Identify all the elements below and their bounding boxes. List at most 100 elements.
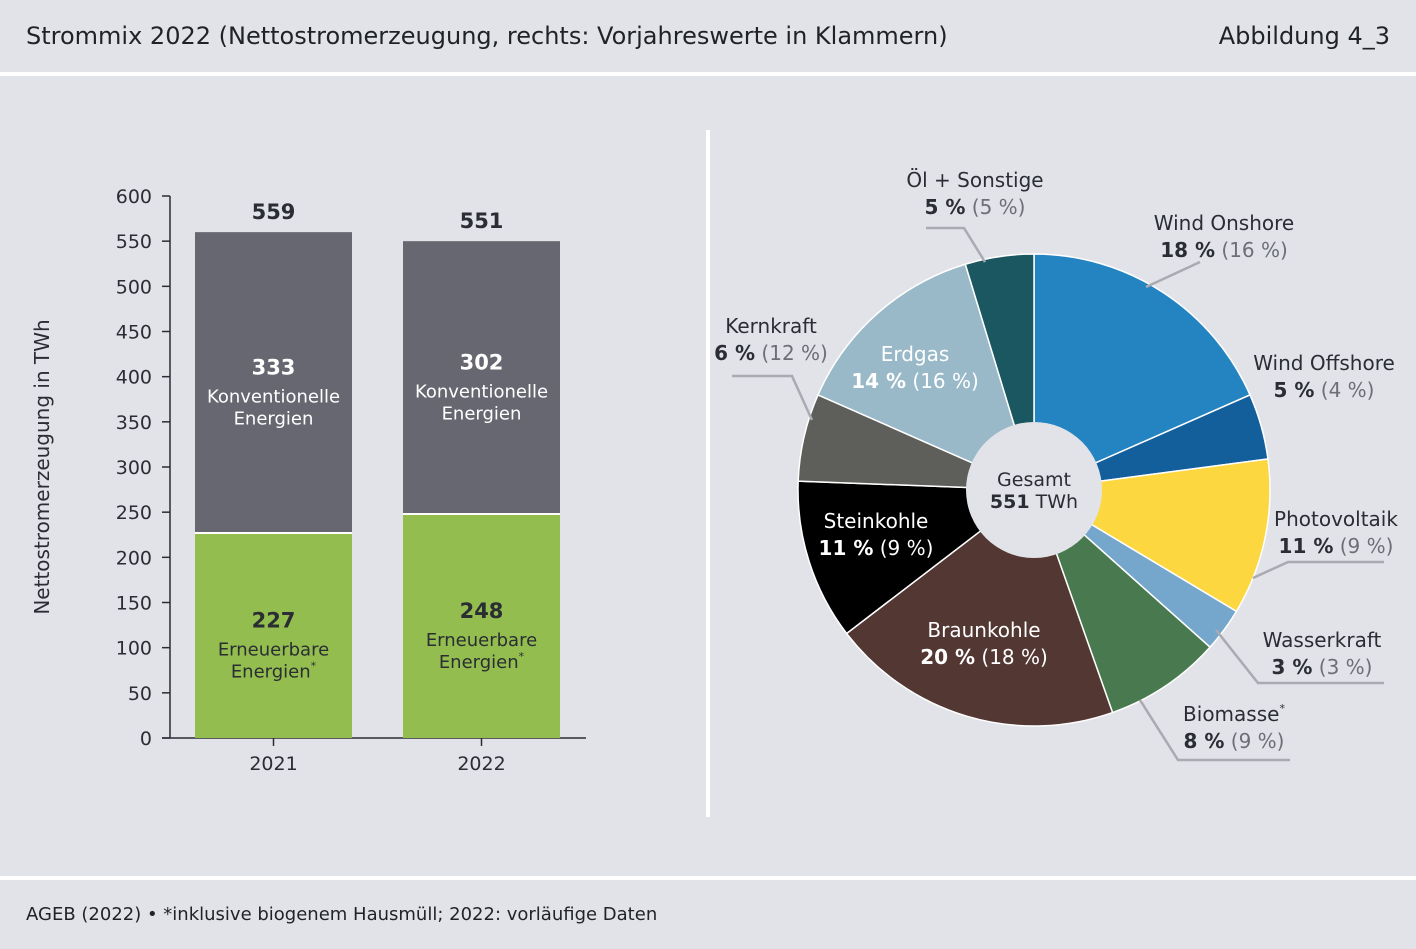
y-tick-label: 500 (116, 276, 152, 298)
slice-percent: 6 % (714, 341, 755, 365)
leader-line-kernkraft (732, 374, 814, 421)
figure-footer: AGEB (2022) • *inklusive biogenem Hausmü… (0, 876, 1416, 949)
center-label: Gesamt (997, 469, 1071, 491)
bar-value-label: 248 (460, 599, 504, 623)
slice-previous-year: (9 %) (880, 536, 934, 560)
slice-previous-year: (12 %) (761, 341, 827, 365)
bar-erneuerbar (403, 513, 560, 738)
segment-label-line1: Erneuerbare (426, 630, 537, 651)
slice-value-steinkohle: 11 % (9 %) (819, 536, 934, 560)
y-tick-label: 250 (116, 502, 152, 524)
figure-header: Strommix 2022 (Nettostromerzeugung, rech… (0, 0, 1416, 76)
donut-hole (966, 422, 1102, 558)
slice-wind_onshore (1033, 253, 1251, 492)
slice-name: Steinkohle (824, 509, 929, 533)
bar-konventionell (403, 241, 560, 514)
slice-label-wind_offshore: Wind Offshore (1253, 351, 1395, 375)
y-tick-label: 400 (116, 367, 152, 389)
bar-segment-label-2: Energien* (439, 650, 525, 673)
slice-value-erdgas: 14 % (16 %) (851, 369, 979, 393)
y-tick-label: 300 (116, 457, 152, 479)
y-tick-label: 450 (116, 322, 152, 344)
slice-name: Wind Onshore (1154, 211, 1294, 235)
slice-label-kernkraft: Kernkraft (725, 314, 817, 338)
slice-percent: 18 % (1160, 238, 1215, 262)
slice-biomasse (1033, 489, 1212, 714)
slice-previous-year: (9 %) (1340, 534, 1394, 558)
slice-label-oel_sonstige: Öl + Sonstige (906, 168, 1043, 192)
leader-line-wind_onshore (1145, 260, 1201, 289)
slice-label-erdgas: Erdgas (881, 342, 950, 366)
segment-label-line2: Energien (234, 409, 314, 430)
bar-segment-label-2: Energien (234, 409, 314, 430)
bar-total-label: 551 (460, 209, 504, 233)
slice-value-biomasse: 8 % (9 %) (1184, 729, 1285, 753)
bar-segment-label-2: Energien (442, 404, 522, 425)
bar-segment-label: Erneuerbare (426, 630, 537, 651)
leader-line-biomasse (1138, 699, 1290, 762)
x-tick-label: 2022 (457, 753, 505, 775)
y-tick-label: 150 (116, 593, 152, 615)
slice-label-photovoltaik: Photovoltaik (1274, 507, 1398, 531)
slice-value-photovoltaik: 11 % (9 %) (1279, 534, 1394, 558)
slice-value-oel_sonstige: 5 % (5 %) (925, 195, 1026, 219)
footnote-mark: * (519, 650, 525, 663)
footnote-mark: * (311, 659, 317, 672)
slice-label-biomasse: Biomasse* (1183, 702, 1285, 726)
center-unit: TWh (1035, 491, 1078, 513)
figure-number: Abbildung 4_3 (1218, 22, 1390, 50)
slice-name: Photovoltaik (1274, 507, 1398, 531)
segment-label-line1: Konventionelle (415, 382, 548, 403)
slice-previous-year: (9 %) (1231, 729, 1285, 753)
slice-name: Erdgas (881, 342, 950, 366)
y-tick-label: 50 (128, 683, 152, 705)
bar-konventionell (195, 232, 352, 533)
slice-value-kernkraft: 6 % (12 %) (714, 341, 828, 365)
slice-erdgas (817, 263, 1036, 492)
y-tick-label: 0 (140, 728, 152, 750)
bar-segment-label-2: Energien* (231, 659, 317, 682)
slice-percent: 5 % (1274, 378, 1315, 402)
leader-line-photovoltaik (1252, 560, 1384, 580)
segment-label-line2: Energien (231, 661, 311, 682)
slice-label-braunkohle: Braunkohle (927, 618, 1040, 642)
slice-percent: 11 % (1279, 534, 1334, 558)
y-tick-label: 350 (116, 412, 152, 434)
slice-previous-year: (16 %) (1221, 238, 1287, 262)
slice-label-wasserkraft: Wasserkraft (1263, 628, 1382, 652)
source-note: AGEB (2022) • *inklusive biogenem Hausmü… (26, 904, 658, 925)
slice-name: Biomasse (1183, 702, 1279, 726)
slice-name: Wind Offshore (1253, 351, 1395, 375)
slice-previous-year: (4 %) (1321, 378, 1375, 402)
segment-label-line1: Konventionelle (207, 387, 340, 408)
footnote-mark: * (1279, 702, 1285, 715)
bar-segment-label: Erneuerbare (218, 639, 329, 660)
y-tick-label: 600 (116, 186, 152, 208)
leader-line-wasserkraft (1215, 629, 1384, 685)
slice-value-wind_onshore: 18 % (16 %) (1160, 238, 1288, 262)
bar-value-label: 302 (460, 351, 504, 375)
slice-previous-year: (16 %) (912, 369, 978, 393)
bar-erneuerbar (195, 532, 352, 738)
segment-label-line2: Energien (442, 404, 522, 425)
y-axis-label: Nettostromerzeugung in TWh (30, 319, 54, 614)
slice-percent: 20 % (920, 645, 975, 669)
slice-previous-year: (3 %) (1319, 655, 1373, 679)
center-value: 551 (990, 491, 1030, 513)
slice-previous-year: (5 %) (972, 195, 1026, 219)
slice-name: Öl + Sonstige (906, 168, 1043, 192)
bar-segment-label: Konventionelle (207, 387, 340, 408)
figure-title: Strommix 2022 (Nettostromerzeugung, rech… (26, 22, 948, 50)
slice-value-wind_offshore: 5 % (4 %) (1274, 378, 1375, 402)
slice-percent: 8 % (1184, 729, 1225, 753)
y-tick-label: 550 (116, 231, 152, 253)
y-tick-label: 100 (116, 638, 152, 660)
bar-total-label: 559 (252, 200, 296, 224)
slice-name: Braunkohle (927, 618, 1040, 642)
slice-percent: 14 % (851, 369, 906, 393)
slice-label-wind_onshore: Wind Onshore (1154, 211, 1294, 235)
segment-label-line1: Erneuerbare (218, 639, 329, 660)
slice-value-wasserkraft: 3 % (3 %) (1272, 655, 1373, 679)
